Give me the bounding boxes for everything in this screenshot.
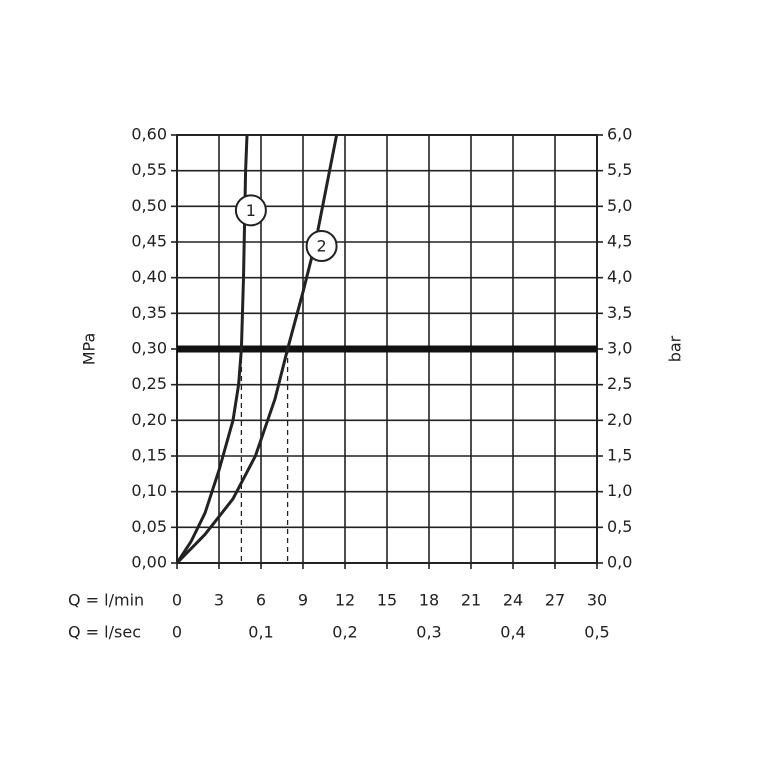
y2-tick-label: 2,5 <box>607 374 632 393</box>
y-tick-label: 0,35 <box>131 303 167 322</box>
y2-tick-label: 5,0 <box>607 196 632 215</box>
curve <box>175 134 339 565</box>
x2-tick-label: 0 <box>172 623 182 642</box>
y-tick-label: 0,25 <box>131 374 167 393</box>
y2-tick-label: 3,5 <box>607 303 632 322</box>
x2-tick-label: 0,3 <box>416 623 441 642</box>
x2-tick-label: 0,2 <box>332 623 357 642</box>
y-tick-label: 0,60 <box>131 125 167 144</box>
x-tick-label: 24 <box>503 591 523 610</box>
y2-tick-label: 3,0 <box>607 339 632 358</box>
x-axis-label: Q = l/min <box>68 591 144 610</box>
y-tick-label: 0,15 <box>131 446 167 465</box>
x-tick-label: 18 <box>419 591 439 610</box>
curve <box>175 134 249 564</box>
x-tick-label: 9 <box>298 591 308 610</box>
y-tick-label: 0,05 <box>131 517 167 536</box>
y2-tick-label: 4,0 <box>607 267 632 286</box>
x-tick-label: 0 <box>172 591 182 610</box>
y-tick-label: 0,10 <box>131 481 167 500</box>
x2-tick-label: 0,1 <box>248 623 273 642</box>
legend-label: 1 <box>246 201 256 220</box>
y-tick-label: 0,45 <box>131 232 167 251</box>
x-tick-label: 12 <box>335 591 355 610</box>
y2-tick-label: 0,0 <box>607 553 632 572</box>
x-tick-label: 27 <box>545 591 565 610</box>
y-axis-label: MPa <box>80 333 99 366</box>
y2-tick-label: 5,5 <box>607 160 632 179</box>
x-tick-label: 6 <box>256 591 266 610</box>
x2-axis-label: Q = l/sec <box>68 623 141 642</box>
x2-tick-label: 0,4 <box>500 623 525 642</box>
y-tick-label: 0,55 <box>131 160 167 179</box>
y2-tick-label: 2,0 <box>607 410 632 429</box>
y2-tick-label: 4,5 <box>607 232 632 251</box>
x-tick-label: 15 <box>377 591 397 610</box>
y-tick-label: 0,40 <box>131 267 167 286</box>
y2-tick-label: 6,0 <box>607 125 632 144</box>
x-tick-label: 21 <box>461 591 481 610</box>
legend-marker <box>305 230 338 262</box>
y2-tick-label: 1,0 <box>607 481 632 500</box>
legend-label: 2 <box>317 237 327 256</box>
y2-axis-label: bar <box>666 335 685 362</box>
x-tick-label: 30 <box>587 591 607 610</box>
y-tick-label: 0,00 <box>131 553 167 572</box>
y2-tick-label: 0,5 <box>607 517 632 536</box>
legend-marker <box>234 194 267 227</box>
y-tick-label: 0,30 <box>131 339 167 358</box>
y-tick-label: 0,50 <box>131 196 167 215</box>
x2-tick-label: 0,5 <box>584 623 609 642</box>
y-tick-label: 0,20 <box>131 410 167 429</box>
x-tick-label: 3 <box>214 591 224 610</box>
y2-tick-label: 1,5 <box>607 446 632 465</box>
